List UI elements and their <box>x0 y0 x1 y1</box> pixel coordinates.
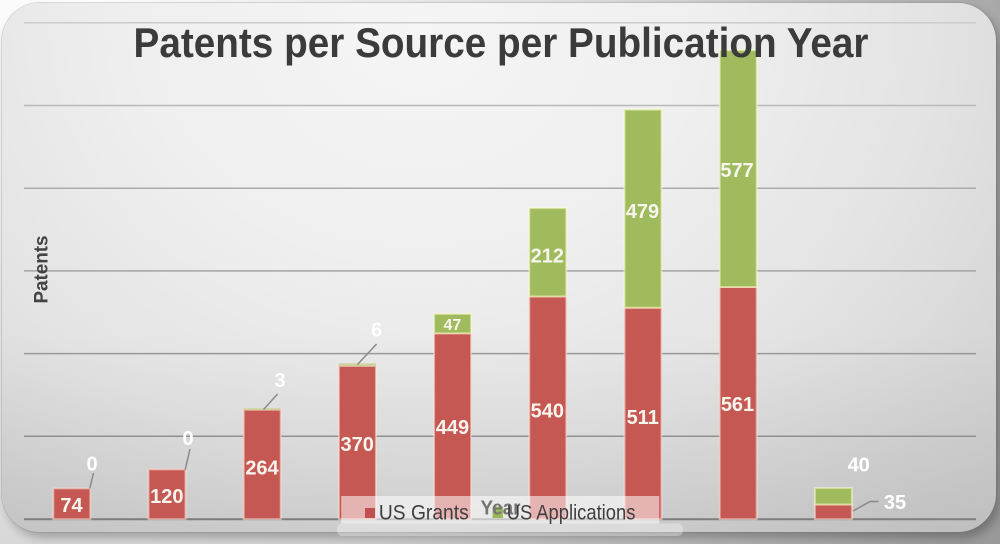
svg-text:370: 370 <box>341 434 374 456</box>
svg-text:212: 212 <box>531 245 564 267</box>
svg-text:Patents per Source per Publica: Patents per Source per Publication Year <box>134 19 869 66</box>
svg-text:0: 0 <box>86 454 97 476</box>
svg-text:Patents: Patents <box>32 236 53 304</box>
svg-text:74: 74 <box>60 495 83 517</box>
svg-text:US Grants: US Grants <box>379 502 469 525</box>
svg-text:540: 540 <box>531 401 564 423</box>
svg-text:US Applications: US Applications <box>507 502 636 525</box>
svg-text:6: 6 <box>371 320 382 342</box>
svg-text:577: 577 <box>720 160 753 182</box>
svg-text:449: 449 <box>436 417 469 439</box>
svg-text:511: 511 <box>627 407 659 429</box>
svg-text:264: 264 <box>245 458 279 480</box>
svg-text:561: 561 <box>721 394 754 416</box>
svg-text:3: 3 <box>274 370 285 392</box>
svg-text:Year: Year <box>481 498 521 520</box>
svg-text:479: 479 <box>626 201 659 223</box>
svg-text:120: 120 <box>150 486 183 508</box>
svg-text:47: 47 <box>444 317 462 334</box>
svg-text:40: 40 <box>848 455 870 477</box>
svg-text:35: 35 <box>884 492 906 514</box>
svg-text:0: 0 <box>182 428 193 450</box>
